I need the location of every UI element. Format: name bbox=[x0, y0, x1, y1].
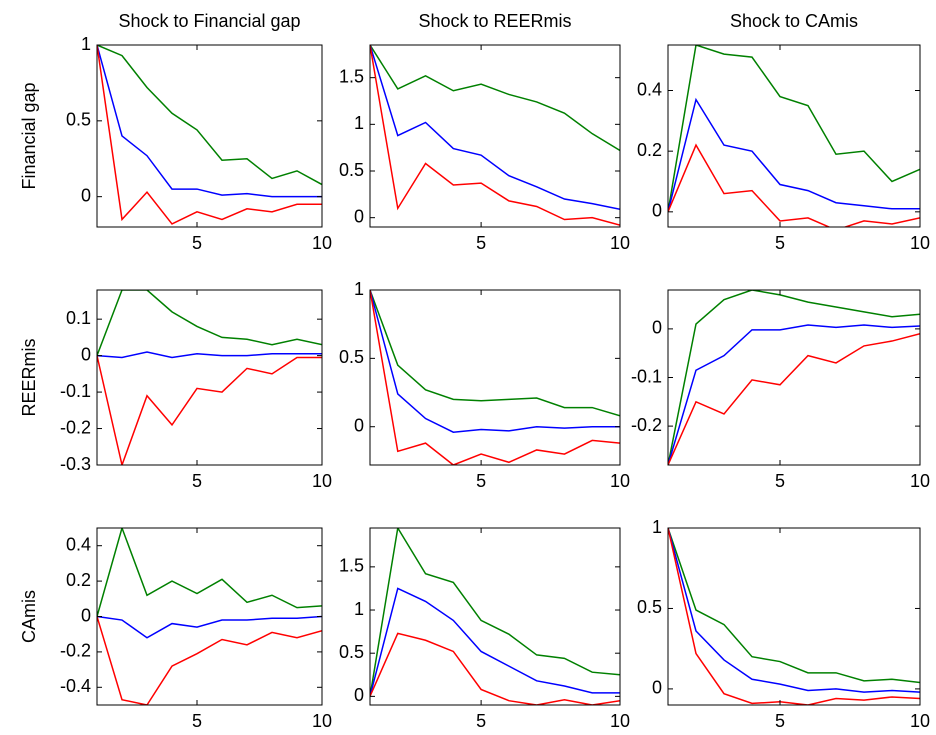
y-tick-label: 0.5 bbox=[339, 642, 364, 662]
x-tick-label: 10 bbox=[610, 471, 630, 491]
y-tick-label: 0 bbox=[81, 605, 91, 625]
plot-frame bbox=[667, 44, 921, 228]
x-tick-label: 5 bbox=[476, 233, 486, 253]
chart-title: Shock to Financial gap bbox=[118, 11, 300, 31]
line-series bbox=[97, 528, 322, 617]
y-tick-label: 0.4 bbox=[637, 79, 662, 99]
x-tick-label: 10 bbox=[910, 233, 930, 253]
line-series bbox=[370, 45, 620, 226]
line-series bbox=[97, 351, 322, 359]
y-tick-label: 0 bbox=[354, 685, 364, 705]
y-tick-label: 0 bbox=[652, 678, 662, 698]
line-series bbox=[97, 355, 322, 465]
x-tick-label: 5 bbox=[192, 471, 202, 491]
y-tick-label: 0 bbox=[652, 201, 662, 221]
line-series bbox=[370, 290, 620, 417]
y-tick-label: 1.5 bbox=[339, 556, 364, 576]
line-series bbox=[97, 616, 322, 705]
y-axis-label: REERmis bbox=[19, 338, 39, 416]
line-series bbox=[97, 45, 322, 186]
line-series bbox=[668, 333, 920, 465]
y-tick-label: 0 bbox=[652, 318, 662, 338]
line-series bbox=[370, 45, 620, 211]
y-axis-label: Financial gap bbox=[19, 82, 39, 189]
plot-frame bbox=[96, 289, 323, 466]
x-tick-label: 5 bbox=[775, 233, 785, 253]
line-series bbox=[668, 97, 920, 213]
line-series bbox=[668, 143, 920, 227]
line-series bbox=[97, 45, 322, 198]
line-series bbox=[97, 45, 322, 225]
x-tick-label: 5 bbox=[476, 711, 486, 731]
y-tick-label: 1 bbox=[652, 517, 662, 537]
plot-frame bbox=[667, 289, 921, 466]
plot-frame bbox=[96, 44, 323, 228]
x-tick-label: 5 bbox=[192, 233, 202, 253]
y-tick-label: 0 bbox=[81, 185, 91, 205]
x-tick-label: 10 bbox=[910, 711, 930, 731]
line-series bbox=[370, 45, 620, 152]
plot-frame bbox=[369, 289, 621, 466]
y-tick-label: 0.2 bbox=[637, 140, 662, 160]
x-tick-label: 10 bbox=[910, 471, 930, 491]
y-tick-label: 0.5 bbox=[637, 597, 662, 617]
x-tick-label: 10 bbox=[610, 711, 630, 731]
line-series bbox=[370, 290, 620, 465]
y-tick-label: 0.2 bbox=[66, 570, 91, 590]
y-tick-label: -0.2 bbox=[60, 417, 91, 437]
x-tick-label: 10 bbox=[312, 711, 332, 731]
y-tick-label: 0.4 bbox=[66, 534, 91, 554]
y-tick-label: 0.5 bbox=[66, 110, 91, 130]
y-tick-label: 1 bbox=[354, 113, 364, 133]
y-tick-label: -0.3 bbox=[60, 454, 91, 474]
y-axis-label: CAmis bbox=[19, 590, 39, 643]
y-tick-label: -0.1 bbox=[60, 381, 91, 401]
chart-title: Shock to REERmis bbox=[418, 11, 571, 31]
x-tick-label: 5 bbox=[192, 711, 202, 731]
y-tick-label: 0.5 bbox=[339, 347, 364, 367]
x-tick-label: 5 bbox=[775, 471, 785, 491]
y-tick-label: -0.2 bbox=[60, 641, 91, 661]
y-tick-label: -0.1 bbox=[631, 366, 662, 386]
y-tick-label: 1 bbox=[354, 599, 364, 619]
y-tick-label: 0 bbox=[354, 415, 364, 435]
y-tick-label: 0 bbox=[354, 206, 364, 226]
y-tick-label: 1.5 bbox=[339, 66, 364, 86]
y-tick-label: 1 bbox=[354, 279, 364, 299]
line-series bbox=[370, 528, 620, 697]
line-series bbox=[668, 528, 920, 705]
x-tick-label: 10 bbox=[312, 233, 332, 253]
plot-frame bbox=[369, 44, 621, 228]
line-series bbox=[668, 45, 920, 212]
x-tick-label: 10 bbox=[312, 471, 332, 491]
plot-frame bbox=[667, 527, 921, 706]
x-tick-label: 10 bbox=[610, 233, 630, 253]
y-tick-label: 0 bbox=[81, 344, 91, 364]
plot-frame bbox=[96, 527, 323, 706]
x-tick-label: 5 bbox=[775, 711, 785, 731]
y-tick-label: -0.4 bbox=[60, 676, 91, 696]
line-series bbox=[370, 290, 620, 433]
y-tick-label: 0.1 bbox=[66, 308, 91, 328]
y-tick-label: -0.2 bbox=[631, 415, 662, 435]
plot-frame bbox=[369, 527, 621, 706]
line-series bbox=[97, 290, 322, 356]
line-series bbox=[668, 528, 920, 684]
y-tick-label: 0.5 bbox=[339, 160, 364, 180]
chart-title: Shock to CAmis bbox=[730, 11, 858, 31]
line-series bbox=[370, 587, 620, 697]
x-tick-label: 5 bbox=[476, 471, 486, 491]
line-series bbox=[668, 528, 920, 693]
line-series bbox=[668, 324, 920, 465]
line-series bbox=[370, 632, 620, 705]
line-series bbox=[97, 615, 322, 639]
line-series bbox=[668, 290, 920, 465]
y-tick-label: 1 bbox=[81, 34, 91, 54]
